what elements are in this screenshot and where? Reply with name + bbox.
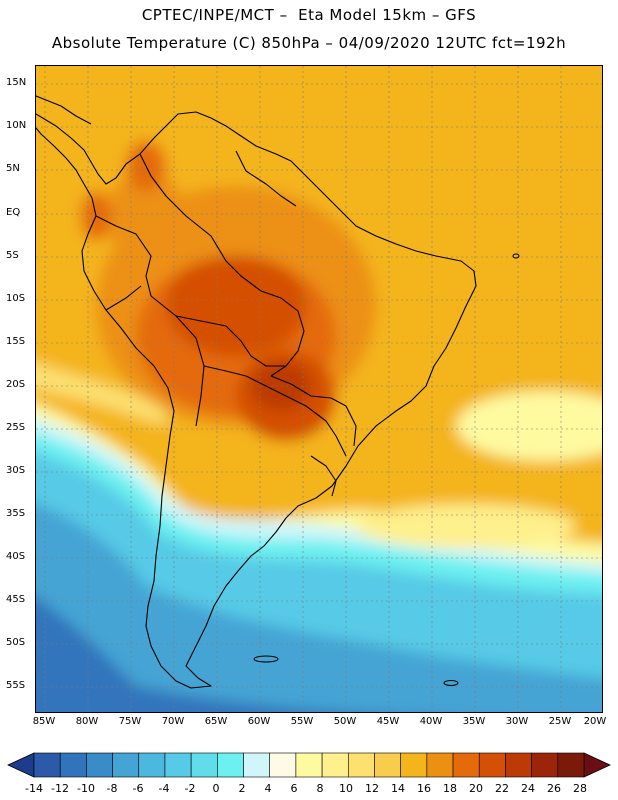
lat-label: 55S bbox=[6, 680, 26, 691]
lon-label: 20W bbox=[583, 716, 607, 727]
islands bbox=[253, 253, 520, 686]
colorbar-label: 8 bbox=[316, 782, 324, 795]
lat-label: 35S bbox=[6, 508, 26, 519]
coastline bbox=[36, 95, 477, 689]
lat-label: 50S bbox=[6, 637, 26, 648]
colorbar-cell bbox=[33, 752, 61, 778]
lon-label: 60W bbox=[247, 716, 271, 727]
colorbar bbox=[7, 752, 611, 778]
lat-label: 15N bbox=[6, 77, 27, 88]
colorbar-label: 6 bbox=[290, 782, 298, 795]
lat-label: 5N bbox=[6, 163, 20, 174]
lon-label: 65W bbox=[204, 716, 228, 727]
colorbar-cell bbox=[190, 752, 218, 778]
lon-label: 80W bbox=[75, 716, 99, 727]
colorbar-label: 20 bbox=[469, 782, 483, 795]
colorbar-cell bbox=[557, 752, 585, 778]
colorbar-label: 0 bbox=[212, 782, 220, 795]
colorbar-cell bbox=[269, 752, 297, 778]
colorbar-label: 28 bbox=[573, 782, 587, 795]
lat-lon-grid bbox=[36, 66, 602, 712]
colorbar-label: -10 bbox=[77, 782, 95, 795]
colorbar-cell bbox=[374, 752, 401, 778]
colorbar-cell bbox=[164, 752, 192, 778]
lon-label: 55W bbox=[290, 716, 314, 727]
colorbar-label: 24 bbox=[521, 782, 535, 795]
temperature-map bbox=[35, 65, 603, 713]
lat-label: 10S bbox=[6, 293, 26, 304]
title-line-1: CPTEC/INPE/MCT – Eta Model 15km – GFS bbox=[141, 6, 477, 24]
colorbar-cells bbox=[33, 752, 585, 778]
colorbar-cell bbox=[505, 752, 532, 778]
lat-label: 30S bbox=[6, 465, 26, 476]
lat-label: 15S bbox=[6, 336, 26, 347]
lat-label: 20S bbox=[6, 379, 26, 390]
colorbar-cell bbox=[400, 752, 428, 778]
colorbar-label: 2 bbox=[238, 782, 246, 795]
lat-label: 40S bbox=[6, 551, 26, 562]
colorbar-cell bbox=[243, 752, 271, 778]
colorbar-cell bbox=[452, 752, 480, 778]
map-canvas bbox=[36, 66, 602, 712]
colorbar-label: 10 bbox=[339, 782, 353, 795]
title-line-2: Absolute Temperature (C) 850hPa – 04/09/… bbox=[51, 34, 567, 52]
lon-label: 35W bbox=[462, 716, 486, 727]
lon-label: 40W bbox=[419, 716, 443, 727]
lon-label: 30W bbox=[505, 716, 529, 727]
colorbar-label: 22 bbox=[495, 782, 509, 795]
colorbar-label: -4 bbox=[158, 782, 170, 795]
colorbar-cell bbox=[138, 752, 166, 778]
colorbar-left-arrow bbox=[7, 752, 35, 778]
colorbar-cell bbox=[295, 752, 323, 778]
colorbar-label: -14 bbox=[25, 782, 43, 795]
colorbar-label: 16 bbox=[417, 782, 431, 795]
colorbar-cell bbox=[217, 752, 244, 778]
colorbar-cell bbox=[112, 752, 140, 778]
colorbar-cell bbox=[347, 752, 375, 778]
colorbar-label: -12 bbox=[51, 782, 69, 795]
colorbar-label: 26 bbox=[547, 782, 561, 795]
temperature-field bbox=[36, 66, 602, 712]
lat-label: 25S bbox=[6, 422, 26, 433]
colorbar-label: 18 bbox=[443, 782, 457, 795]
lon-label: 25W bbox=[548, 716, 572, 727]
lon-label: 70W bbox=[161, 716, 185, 727]
colorbar-right-arrow bbox=[583, 752, 611, 778]
lon-label: 75W bbox=[118, 716, 142, 727]
lat-label: 10N bbox=[6, 120, 27, 131]
colorbar-cell bbox=[86, 752, 113, 778]
colorbar-cell bbox=[531, 752, 559, 778]
lat-label: EQ bbox=[6, 207, 21, 218]
colorbar-label: -6 bbox=[132, 782, 144, 795]
colorbar-label: 4 bbox=[264, 782, 272, 795]
lat-label: 5S bbox=[6, 250, 19, 261]
lon-label: 50W bbox=[333, 716, 357, 727]
colorbar-cell bbox=[478, 752, 506, 778]
lat-label: 45S bbox=[6, 594, 26, 605]
colorbar-cell bbox=[321, 752, 349, 778]
colorbar-cell bbox=[426, 752, 454, 778]
colorbar-label: -2 bbox=[184, 782, 196, 795]
colorbar-label: 14 bbox=[391, 782, 405, 795]
lon-label: 85W bbox=[32, 716, 56, 727]
lon-label: 45W bbox=[376, 716, 400, 727]
colorbar-label: 12 bbox=[365, 782, 379, 795]
colorbar-cell bbox=[59, 752, 87, 778]
colorbar-label: -8 bbox=[106, 782, 118, 795]
